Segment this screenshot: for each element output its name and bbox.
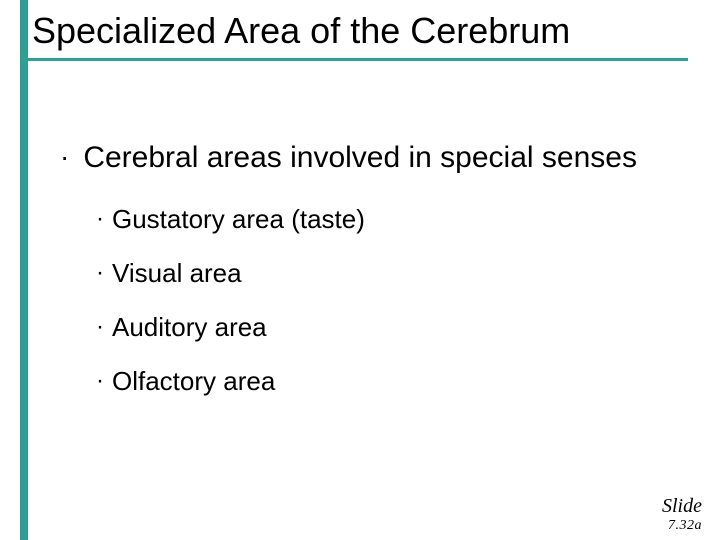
body-content: · Cerebral areas involved in special sen… [60, 140, 680, 420]
accent-vertical-bar [20, 0, 28, 540]
bullet-dot-icon: · [96, 258, 104, 288]
bullet-dot-icon: · [96, 366, 104, 396]
bullet-level2-text: Auditory area [112, 312, 267, 342]
slide-title: Specialized Area of the Cerebrum [30, 10, 700, 58]
title-block: Specialized Area of the Cerebrum [30, 10, 700, 61]
title-underline [28, 58, 688, 61]
bullet-dot-icon: · [96, 312, 104, 342]
slide: Specialized Area of the Cerebrum · Cereb… [0, 0, 720, 540]
bullet-level2-text: Olfactory area [112, 366, 275, 396]
slide-footer: Slide 7.32a [662, 496, 702, 536]
bullet-level2-group: · Gustatory area (taste) · Visual area ·… [96, 204, 680, 396]
bullet-level2-text: Visual area [112, 258, 242, 288]
bullet-dot-icon: · [96, 204, 104, 234]
bullet-level1: · Cerebral areas involved in special sen… [60, 140, 680, 176]
bullet-level2: · Visual area [96, 258, 680, 288]
bullet-level2: · Gustatory area (taste) [96, 204, 680, 234]
bullet-level1-text: Cerebral areas involved in special sense… [83, 140, 637, 176]
bullet-level2: · Olfactory area [96, 366, 680, 396]
bullet-level2: · Auditory area [96, 312, 680, 342]
footer-line1: Slide [662, 496, 702, 516]
bullet-dot-icon: · [60, 140, 69, 174]
bullet-level2-text: Gustatory area (taste) [112, 204, 365, 234]
footer-line2: 7.32a [662, 516, 702, 536]
